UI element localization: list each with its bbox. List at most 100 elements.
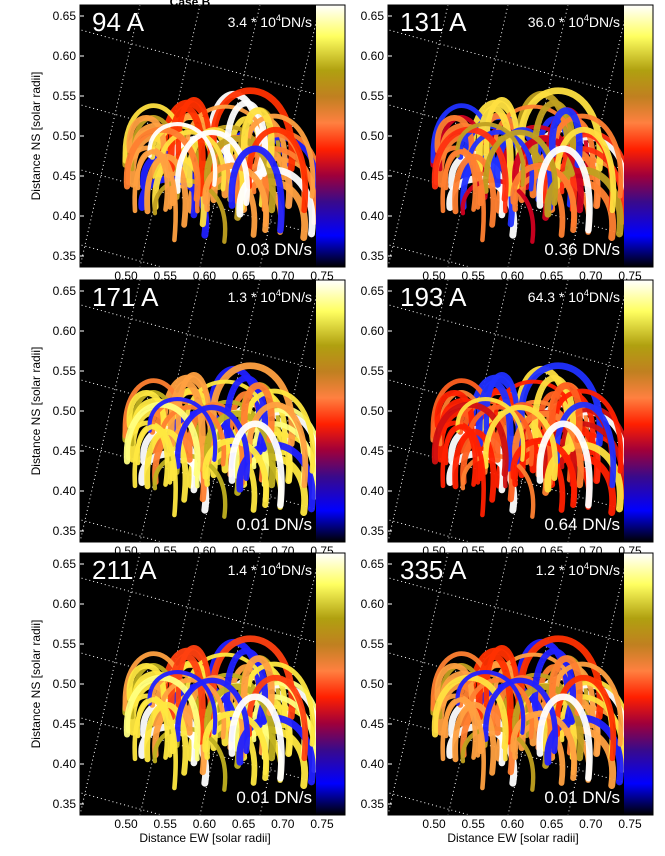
loop: [452, 153, 497, 228]
coordinate-grid: [507, 553, 569, 815]
colorbar: [316, 553, 345, 815]
x-tick-label: 0.50: [422, 817, 446, 831]
max-prefix: 64.3 * 10: [528, 289, 584, 305]
coordinate-grid: [80, 519, 164, 542]
max-exponent: 4: [276, 561, 281, 571]
loop: [452, 701, 497, 776]
loop: [483, 129, 559, 207]
max-exponent: 4: [276, 13, 281, 23]
loop: [440, 697, 486, 791]
wavelength-label: 171 A: [92, 282, 159, 312]
coordinate-grid: [80, 553, 141, 815]
loop: [123, 401, 201, 478]
coordinate-grid: [259, 20, 316, 267]
y-tick-label: 0.55: [361, 637, 385, 651]
coordinate-grid: [199, 280, 261, 542]
loop: [431, 401, 509, 478]
y-tick-label: 0.45: [53, 717, 77, 731]
y-tick-label: 0.35: [361, 249, 385, 263]
min-intensity: 0.01 DN/s: [236, 788, 312, 807]
loop: [440, 424, 486, 518]
coordinate-grid: [259, 568, 316, 815]
loop: [246, 675, 309, 762]
loop: [132, 424, 178, 518]
coordinate-grid: [388, 5, 449, 267]
y-tick-label: 0.50: [53, 129, 77, 143]
colorbar: [316, 5, 345, 267]
loop: [228, 145, 285, 234]
x-tick-label: 0.60: [501, 817, 525, 831]
coordinate-grid: [80, 29, 316, 95]
y-tick-label: 0.65: [53, 284, 77, 298]
x-tick-label: 0.60: [193, 817, 217, 831]
y-tick-label: 0.45: [53, 444, 77, 458]
max-intensity: 1.4 * 104DN/s: [228, 561, 312, 578]
loop: [147, 122, 218, 187]
coordinate-grid: [80, 577, 316, 643]
loop: [431, 674, 509, 751]
panel: 94 A 3.4 * 104DN/s 0.03 DN/s 0.65 0.60 0.55 0.…: [29, 4, 346, 283]
y-tick-label: 0.35: [53, 524, 77, 538]
coordinate-grid: [567, 568, 624, 815]
x-tick-label: 0.65: [232, 817, 256, 831]
max-exponent: 4: [584, 561, 589, 571]
loop: [455, 670, 526, 735]
y-tick-label: 0.50: [361, 129, 385, 143]
max-exponent: 4: [584, 288, 589, 298]
coordinate-grid: [139, 280, 201, 542]
loop: [144, 428, 189, 503]
loop: [536, 420, 593, 509]
max-unit: DN/s: [589, 562, 620, 578]
coordinate-grid: [567, 295, 624, 542]
max-intensity: 1.2 * 104DN/s: [536, 561, 620, 578]
coordinate-grid: [80, 792, 164, 815]
coordinate-grid: [388, 244, 472, 267]
max-prefix: 36.0 * 10: [528, 14, 584, 30]
coordinate-grid: [447, 553, 509, 815]
max-prefix: 1.2 * 10: [536, 562, 584, 578]
wavelength-label: 211 A: [92, 555, 157, 585]
x-tick-label: 0.75: [310, 817, 334, 831]
y-tick-label: 0.35: [361, 797, 385, 811]
coordinate-grid: [80, 244, 164, 267]
coordinate-grid: [388, 29, 624, 95]
coordinate-grid: [80, 5, 141, 267]
max-intensity: 64.3 * 104DN/s: [528, 288, 620, 305]
min-intensity: 0.01 DN/s: [544, 788, 620, 807]
coordinate-grid: [567, 20, 624, 267]
loop: [548, 382, 583, 444]
y-tick-label: 0.65: [53, 557, 77, 571]
y-axis-label: Distance NS [solar radii]: [29, 620, 43, 749]
coordinate-grid: [388, 553, 449, 815]
x-tick-label: 0.55: [154, 817, 178, 831]
y-tick-label: 0.50: [53, 404, 77, 418]
colorbar: [316, 280, 345, 542]
coordinate-grid: [507, 280, 569, 542]
max-unit: DN/s: [281, 289, 312, 305]
y-axis-label: Distance NS [solar radii]: [29, 72, 43, 201]
loop: [554, 127, 617, 214]
panel: 171 A 1.3 * 104DN/s 0.01 DN/s 0.65 0.60 0.55 0…: [29, 279, 346, 558]
loop: [123, 674, 201, 751]
y-tick-label: 0.55: [53, 364, 77, 378]
panel: 131 A 36.0 * 104DN/s 0.36 DN/s 0.65 0.60 0.55…: [361, 4, 654, 283]
loop: [240, 107, 275, 169]
wavelength-label: 193 A: [400, 282, 467, 312]
y-tick-label: 0.55: [361, 89, 385, 103]
max-prefix: 1.4 * 10: [228, 562, 276, 578]
coordinate-grid: [259, 295, 316, 542]
max-unit: DN/s: [589, 14, 620, 30]
loop: [126, 390, 167, 441]
loop: [175, 404, 251, 482]
y-tick-label: 0.40: [53, 757, 77, 771]
min-intensity: 0.03 DN/s: [236, 240, 312, 259]
y-tick-label: 0.65: [361, 557, 385, 571]
loop: [147, 670, 218, 735]
panel-image: [80, 5, 316, 267]
max-unit: DN/s: [281, 14, 312, 30]
coordinate-grid: [388, 280, 449, 542]
loop: [483, 404, 559, 482]
coordinate-grid: [507, 5, 569, 267]
y-tick-label: 0.40: [53, 209, 77, 223]
y-tick-label: 0.50: [361, 677, 385, 691]
